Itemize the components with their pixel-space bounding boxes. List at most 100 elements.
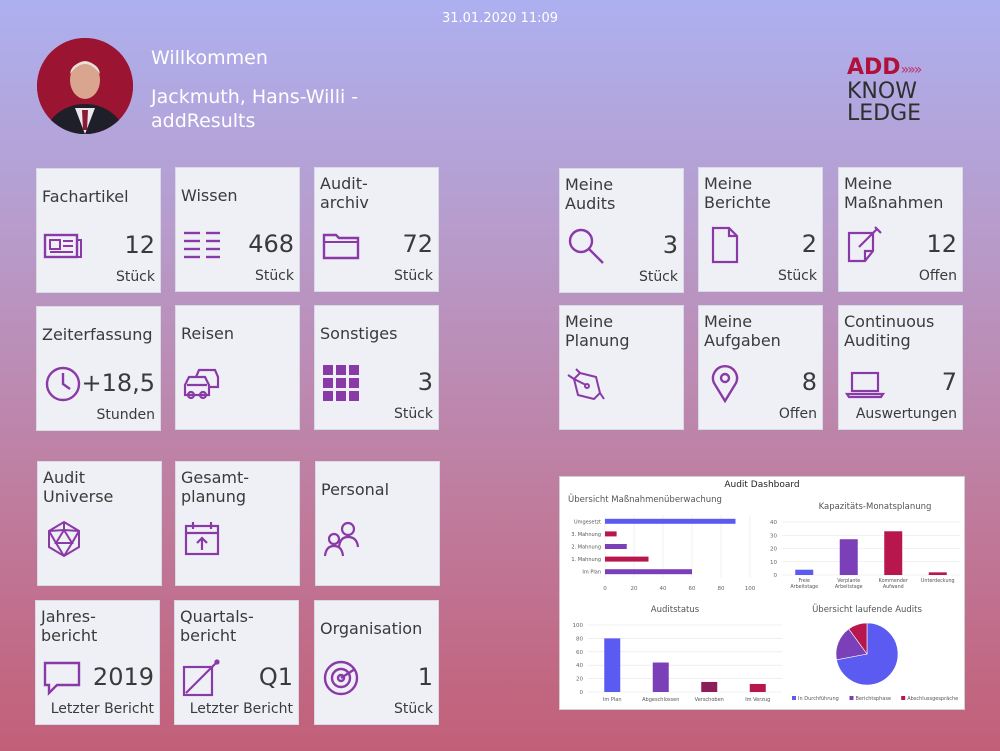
tile-sonstiges[interactable]: Sonstiges 3 Stück [314, 305, 439, 430]
note-edit-icon [845, 225, 885, 265]
tile-title: Audit Universe [43, 468, 114, 506]
chart3-tick-label: 80 [576, 636, 583, 642]
user-name: Jackmuth, Hans-Willi - addResults [151, 86, 359, 132]
tile-meine-berichte[interactable]: Meine Berichte 2 Stück [698, 167, 823, 292]
tile-unit: Offen [778, 406, 817, 422]
chart2-title: Kapazitäts-Monatsplanung [819, 502, 932, 512]
chart2-tick-label: 30 [770, 533, 777, 539]
logo-arrows: »»» [900, 62, 923, 78]
chart1-category-label: Im Plan [582, 570, 601, 576]
chart4-legend-label: Abschlussgespräche [907, 696, 958, 702]
tile-audit-archiv[interactable]: Audit- archiv 72 Stück [314, 167, 439, 292]
audit-dashboard[interactable]: Audit Dashboard Übersicht Maßnahmenüberw… [559, 476, 965, 710]
chart3-bar [652, 662, 669, 692]
chart1-bar [605, 531, 617, 537]
calendar-icon [182, 519, 222, 559]
chart1-category-label: 2. Mahnung [571, 545, 601, 551]
tile-reisen[interactable]: Reisen [175, 305, 300, 430]
tile-audit-universe[interactable]: Audit Universe [37, 461, 162, 586]
tile-value: 2 [801, 230, 817, 258]
chart1-tick-label: 60 [689, 586, 696, 592]
cars-icon [182, 363, 222, 403]
tile-title: Continuous Auditing [844, 312, 935, 350]
tile-meine-aufgaben[interactable]: Meine Aufgaben 8 Offen [698, 305, 823, 430]
chart2-category-label: Verplante [837, 578, 860, 584]
tile-value: 1 [417, 663, 433, 691]
tile-title: Zeiterfassung [42, 325, 153, 344]
chart1-bar [605, 569, 692, 575]
tile-title: Organisation [320, 619, 423, 638]
chart3-tick-label: 0 [580, 690, 584, 696]
tile-title: Meine Maßnahmen [844, 174, 944, 212]
tile-title: Meine Planung [565, 312, 630, 350]
avatar [37, 38, 133, 134]
chart2-tick-label: 20 [770, 547, 777, 553]
welcome-text: Willkommen [151, 47, 268, 69]
chart1-bar [605, 556, 649, 562]
folder-icon [321, 225, 361, 265]
chart3-bar [749, 683, 766, 692]
chart2-category-label: Arbeitstage [835, 584, 863, 590]
list-icon [182, 225, 222, 265]
chart4-legend-swatch [901, 696, 906, 700]
chart4-legend-swatch [849, 696, 854, 700]
tile-unit: Stück [393, 406, 433, 422]
tile-quartals-bericht[interactable]: Quartals- bericht Q1 Letzter Bericht [174, 600, 299, 725]
document-icon [705, 225, 745, 265]
chart2-category-label: Aufwand [883, 584, 904, 590]
chart2-bar [839, 539, 858, 575]
tile-wissen[interactable]: Wissen 468 Stück [175, 167, 300, 292]
chart1-category-label: 1. Mahnung [571, 557, 601, 563]
chart4-title: Übersicht laufende Audits [812, 604, 922, 615]
chart3-bar [604, 638, 621, 692]
chart3-tick-label: 100 [573, 623, 584, 629]
tile-unit: Offen [918, 268, 957, 284]
avatar-photo [37, 38, 133, 134]
tile-unit: Stunden [96, 407, 156, 423]
tile-title: Audit- archiv [320, 174, 369, 212]
tile-unit: Letzter Bericht [189, 701, 293, 717]
chart1-title: Übersicht Maßnahmenüberwachung [568, 494, 722, 505]
chart2-tick-label: 40 [770, 520, 777, 526]
magnifier-icon [566, 226, 606, 266]
chart4-slice [848, 622, 868, 655]
chart2-bar [928, 572, 947, 575]
tile-unit: Letzter Bericht [50, 701, 154, 717]
tile-value: 3 [417, 368, 433, 396]
tile-personal[interactable]: Personal [315, 461, 440, 586]
tile-title: Wissen [181, 186, 238, 205]
chart3-tick-label: 40 [576, 663, 583, 669]
tile-unit: Stück [638, 269, 678, 285]
tile-value: Q1 [258, 663, 293, 691]
map-pin-icon [705, 363, 745, 404]
tile-value: 12 [124, 231, 155, 259]
tile-unit: Auswertungen [855, 406, 957, 422]
chart3-category-label: Abgeschlossen [642, 697, 679, 703]
datetime: 31.01.2020 11:09 [441, 11, 559, 26]
chart1-bar [605, 544, 627, 549]
tile-title: Meine Aufgaben [704, 312, 781, 350]
tile-continuous-auditing[interactable]: Continuous Auditing 7 Auswertungen [838, 305, 963, 430]
tile-meine-planung[interactable]: Meine Planung [559, 305, 684, 430]
chart1-tick-label: 100 [745, 586, 756, 592]
newspaper-icon [43, 226, 83, 266]
tile-value: 8 [801, 368, 817, 396]
tile-zeiterfassung[interactable]: Zeiterfassung +18,5 Stunden [36, 306, 161, 431]
logo-ledge: LEDGE [847, 101, 922, 126]
chart1-tick-label: 80 [718, 586, 725, 592]
chart1-category-label: 3. Mahnung [571, 532, 601, 538]
dashboard-charts: Übersicht Maßnahmenüberwachung 0 20 40 60 80 1… [568, 494, 960, 703]
chart3-tick-label: 60 [576, 650, 583, 656]
tile-jahres-bericht[interactable]: Jahres- bericht 2019 Letzter Bericht [35, 600, 160, 725]
tile-meine-audits[interactable]: Meine Audits 3 Stück [559, 168, 684, 293]
tile-gesamt-planung[interactable]: Gesamt- planung [175, 461, 300, 586]
company-logo[interactable]: ADD»»» KNOW LEDGE [847, 57, 957, 125]
chart2-category-label: Unterdeckung [921, 578, 955, 584]
polyhedron-icon [44, 519, 84, 559]
tile-organisation[interactable]: Organisation 1 Stück [314, 600, 439, 725]
grid-icon [321, 363, 361, 403]
tile-meine-maßnahmen[interactable]: Meine Maßnahmen 12 Offen [838, 167, 963, 292]
logo-add: ADD [847, 55, 901, 80]
tile-value: 72 [402, 230, 433, 258]
tile-fachartikel[interactable]: Fachartikel 12 Stück [36, 168, 161, 293]
